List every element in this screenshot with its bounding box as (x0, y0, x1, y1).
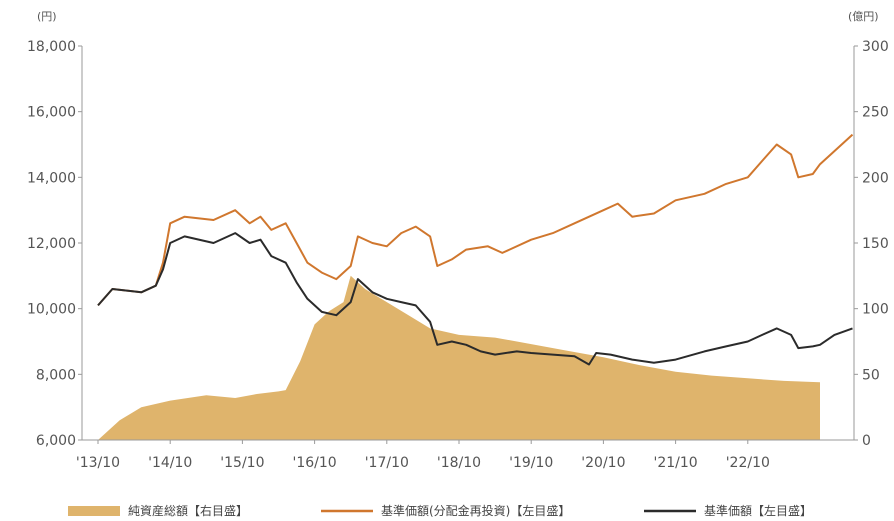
left-axis-unit: (円) (37, 10, 57, 23)
legend-swatch-area (68, 506, 120, 516)
x-tick-label: '17/10 (365, 455, 409, 471)
right-tick-label: 150 (862, 236, 889, 252)
series-line-2 (97, 232, 853, 366)
right-tick-label: 300 (862, 39, 889, 55)
legend-label: 基準価額【左目盛】 (704, 503, 812, 518)
x-tick-label: '18/10 (437, 455, 481, 471)
right-tick-label: 200 (862, 170, 889, 186)
left-tick-label: 16,000 (27, 105, 76, 121)
left-tick-label: 10,000 (27, 302, 76, 318)
x-tick-label: '21/10 (653, 455, 697, 471)
right-tick-label: 0 (862, 433, 871, 449)
legend-label: 純資産総額【右目盛】 (128, 503, 248, 518)
x-tick-label: '15/10 (220, 455, 264, 471)
series-area-0 (98, 275, 820, 440)
x-tick-label: '22/10 (726, 455, 770, 471)
x-tick-label: '20/10 (581, 455, 625, 471)
x-tick-label: '14/10 (148, 455, 192, 471)
legend-label: 基準価額(分配金再投資)【左目盛】 (381, 503, 570, 518)
left-tick-label: 6,000 (36, 433, 76, 449)
x-tick-label: '19/10 (509, 455, 553, 471)
x-tick-label: '16/10 (292, 455, 336, 471)
x-tick-label: '13/10 (76, 455, 120, 471)
right-tick-label: 50 (862, 367, 880, 383)
series-line-1 (97, 133, 854, 307)
left-tick-label: 12,000 (27, 236, 76, 252)
left-tick-label: 18,000 (27, 39, 76, 55)
left-tick-label: 14,000 (27, 170, 76, 186)
right-tick-label: 100 (862, 302, 889, 318)
left-tick-label: 8,000 (36, 367, 76, 383)
right-tick-label: 250 (862, 105, 889, 121)
plot-area (97, 133, 854, 440)
right-axis-unit: (億円) (848, 10, 879, 23)
tick-labels: 6,000 8,000 10,000 12,000 14,000 16,000 18,000… (27, 39, 889, 471)
legend: 純資産総額【右目盛】 基準価額(分配金再投資)【左目盛】 基準価額【左目盛】 (68, 503, 812, 518)
